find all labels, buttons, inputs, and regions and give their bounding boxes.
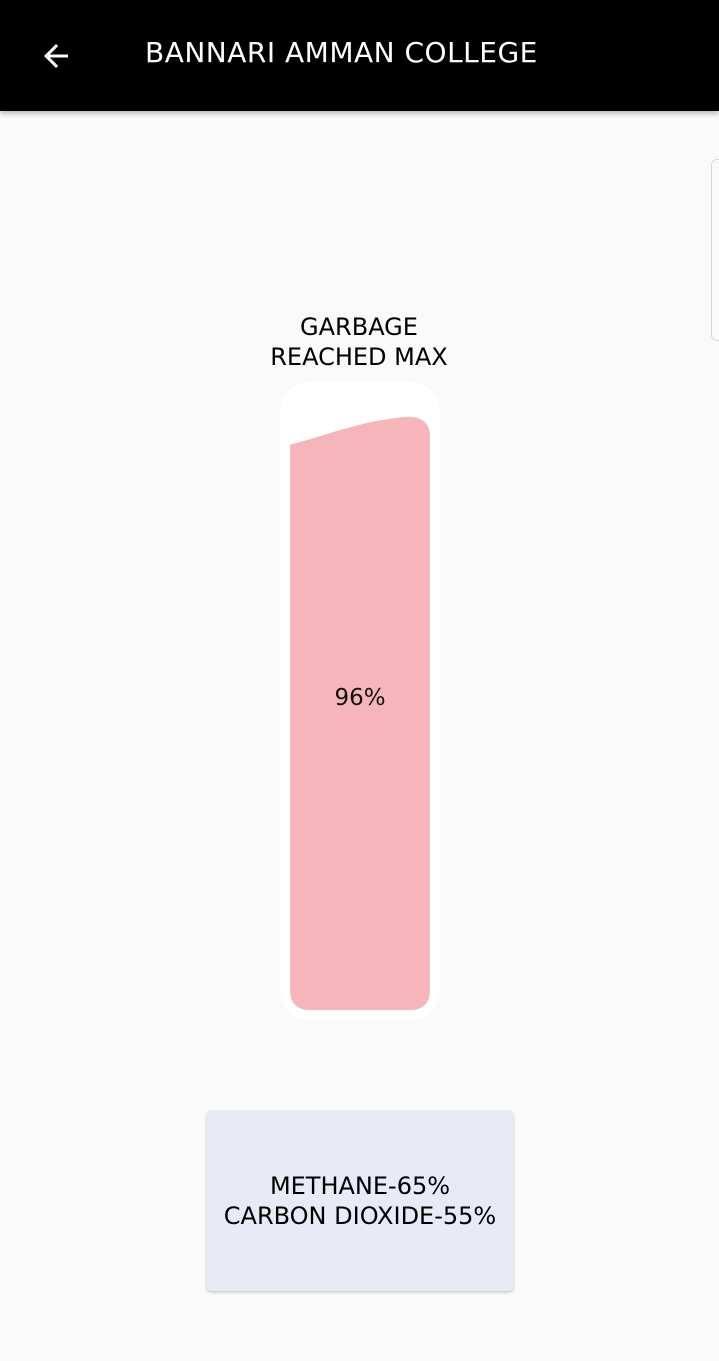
page-title: BANNARI AMMAN COLLEGE — [145, 36, 538, 69]
fill-percent-label: 96% — [334, 685, 386, 711]
garbage-status-label: GARBAGE REACHED MAX — [229, 312, 489, 372]
methane-reading: METHANE-65% — [269, 1172, 451, 1200]
status-line-2: REACHED MAX — [270, 343, 448, 371]
app-bar: BANNARI AMMAN COLLEGE — [0, 0, 719, 111]
status-line-1: GARBAGE — [300, 313, 418, 341]
garbage-fill — [290, 416, 430, 1011]
arrow-left-icon — [44, 44, 68, 68]
gas-levels-card: METHANE-65% CARBON DIOXIDE-55% — [207, 1111, 513, 1291]
carbon-dioxide-reading: CARBON DIOXIDE-55% — [223, 1202, 497, 1230]
edge-panel-handle[interactable] — [711, 159, 719, 341]
garbage-level-gauge: 96% — [280, 382, 440, 1020]
back-button[interactable] — [28, 28, 84, 84]
